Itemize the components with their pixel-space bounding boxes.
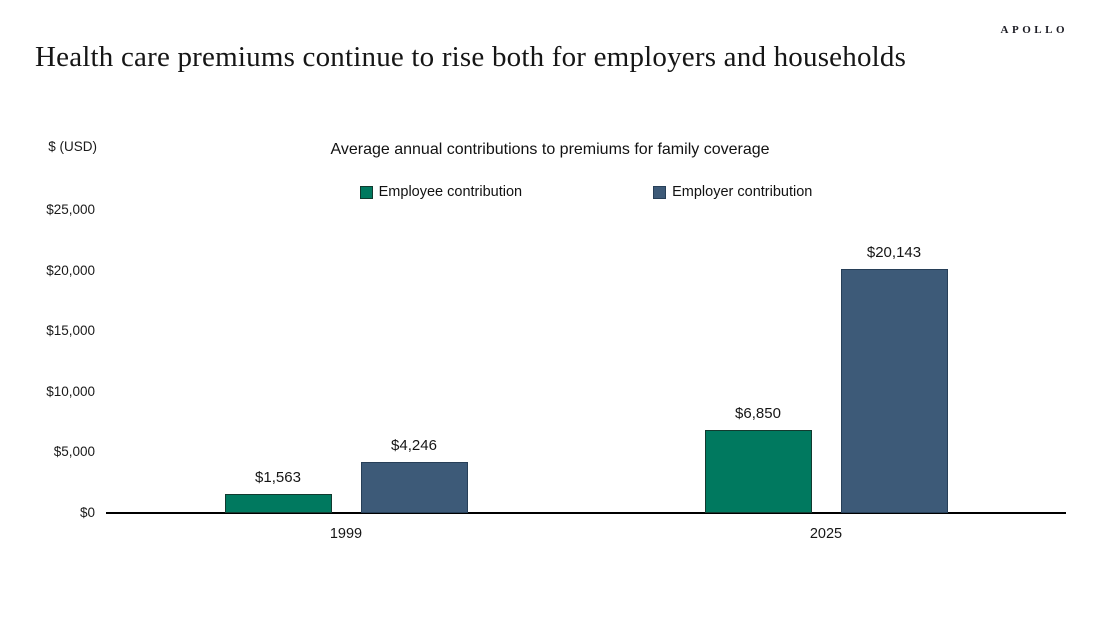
chart-legend: Employee contribution Employer contribut… — [106, 184, 1066, 200]
bar-employer-1999 — [360, 462, 468, 513]
legend-swatch-employee-icon — [359, 185, 373, 199]
legend-entry-employer: Employer contribution — [653, 184, 812, 200]
y-axis-unit-label: $ (USD) — [48, 139, 97, 154]
bar-value-label: $20,143 — [866, 244, 922, 261]
legend-label-employer: Employer contribution — [672, 184, 813, 200]
y-tick-label: $20,000 — [46, 262, 95, 278]
bar-value-label: $1,563 — [255, 469, 301, 486]
bar-employer-2025 — [840, 269, 948, 513]
y-tick-label: $5,000 — [53, 444, 95, 460]
bar-value-label: $6,850 — [735, 405, 781, 422]
bar-employee-2025 — [704, 430, 812, 513]
legend-swatch-employer-icon — [653, 185, 667, 199]
apollo-logo: APOLLO — [1000, 24, 1068, 36]
y-tick-label: $10,000 — [46, 383, 95, 399]
chart-title: Average annual contributions to premiums… — [330, 141, 770, 158]
y-tick-label: $0 — [79, 505, 95, 520]
page-title: Health care premiums continue to rise bo… — [35, 41, 907, 73]
y-tick-label: $25,000 — [46, 202, 95, 217]
bar-value-label: $4,246 — [391, 437, 437, 454]
x-category-label-2025: 2025 — [809, 526, 843, 542]
bar-employee-1999 — [224, 494, 332, 513]
y-tick-label: $15,000 — [46, 323, 95, 339]
x-category-label-1999: 1999 — [329, 526, 363, 542]
legend-label-employee: Employee contribution — [378, 184, 523, 200]
x-axis-line — [106, 512, 1066, 514]
legend-entry-employee: Employee contribution — [359, 184, 523, 200]
